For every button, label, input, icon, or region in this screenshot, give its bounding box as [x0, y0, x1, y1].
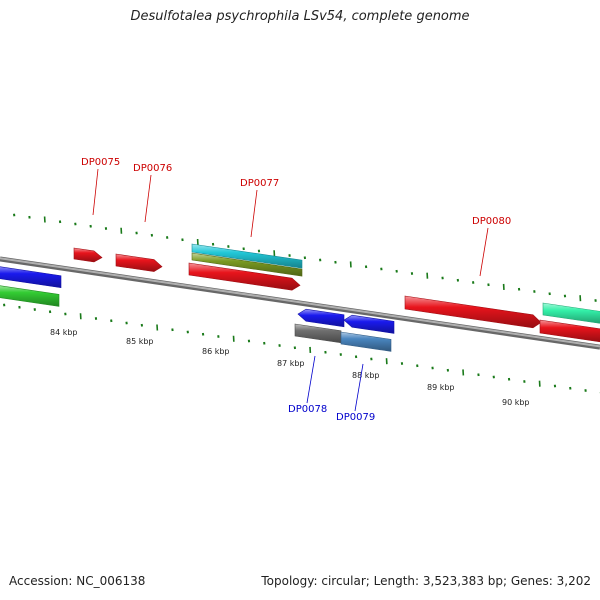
cyan-feature — [191, 243, 303, 269]
blue-feature — [0, 266, 62, 289]
leader-line — [306, 355, 316, 404]
leader-line — [250, 189, 258, 238]
olive-feature — [191, 252, 303, 277]
kbp-label: 84 kbp — [50, 328, 78, 337]
lower-tick-track — [3, 303, 600, 394]
map-title: Desulfotalea psychrophila LSv54, complet… — [130, 9, 470, 24]
leader-line — [479, 227, 489, 277]
kbp-scale-labels: 84 kbp 85 kbp 86 kbp 87 kbp 88 kbp 89 kbp 90 k… — [50, 328, 530, 407]
gray-feature — [294, 323, 342, 344]
gene-label: DP0078 — [288, 404, 327, 415]
kbp-label: 88 kbp — [352, 371, 380, 380]
leader-line — [354, 363, 364, 412]
gene-label: DP0080 — [472, 216, 511, 227]
gene-label: DP0075 — [81, 157, 120, 168]
genome-backbone — [0, 256, 600, 350]
feature-track — [0, 243, 600, 352]
blue-feature — [343, 314, 395, 334]
mint-feature — [542, 302, 600, 324]
kbp-label: 86 kbp — [202, 347, 230, 356]
gene-label: DP0079 — [336, 412, 375, 423]
gene-labels: DP0075 DP0076 DP0077 DP0078 DP0079 DP0080 — [81, 157, 511, 423]
red-feature — [73, 247, 103, 263]
gene-label-leaders — [92, 168, 489, 412]
steel-feature — [340, 331, 392, 352]
kbp-label: 87 kbp — [277, 359, 305, 368]
leader-line — [144, 174, 152, 223]
red-feature — [539, 319, 600, 343]
green-feature — [0, 285, 60, 307]
blue-feature — [297, 308, 345, 328]
gene-label: DP0077 — [240, 178, 279, 189]
backbone-highlight — [0, 257, 600, 348]
leader-line — [92, 168, 99, 216]
red-feature — [115, 253, 163, 272]
upper-tick-track — [13, 213, 597, 302]
kbp-label: 90 kbp — [502, 398, 530, 407]
accession-text: Accession: NC_006138 — [9, 574, 146, 588]
gene-label: DP0076 — [133, 163, 172, 174]
kbp-label: 89 kbp — [427, 383, 455, 392]
red-feature — [404, 295, 542, 329]
kbp-label: 85 kbp — [126, 337, 154, 346]
topology-text: Topology: circular; Length: 3,523,383 bp… — [261, 574, 591, 588]
red-feature — [188, 262, 301, 291]
